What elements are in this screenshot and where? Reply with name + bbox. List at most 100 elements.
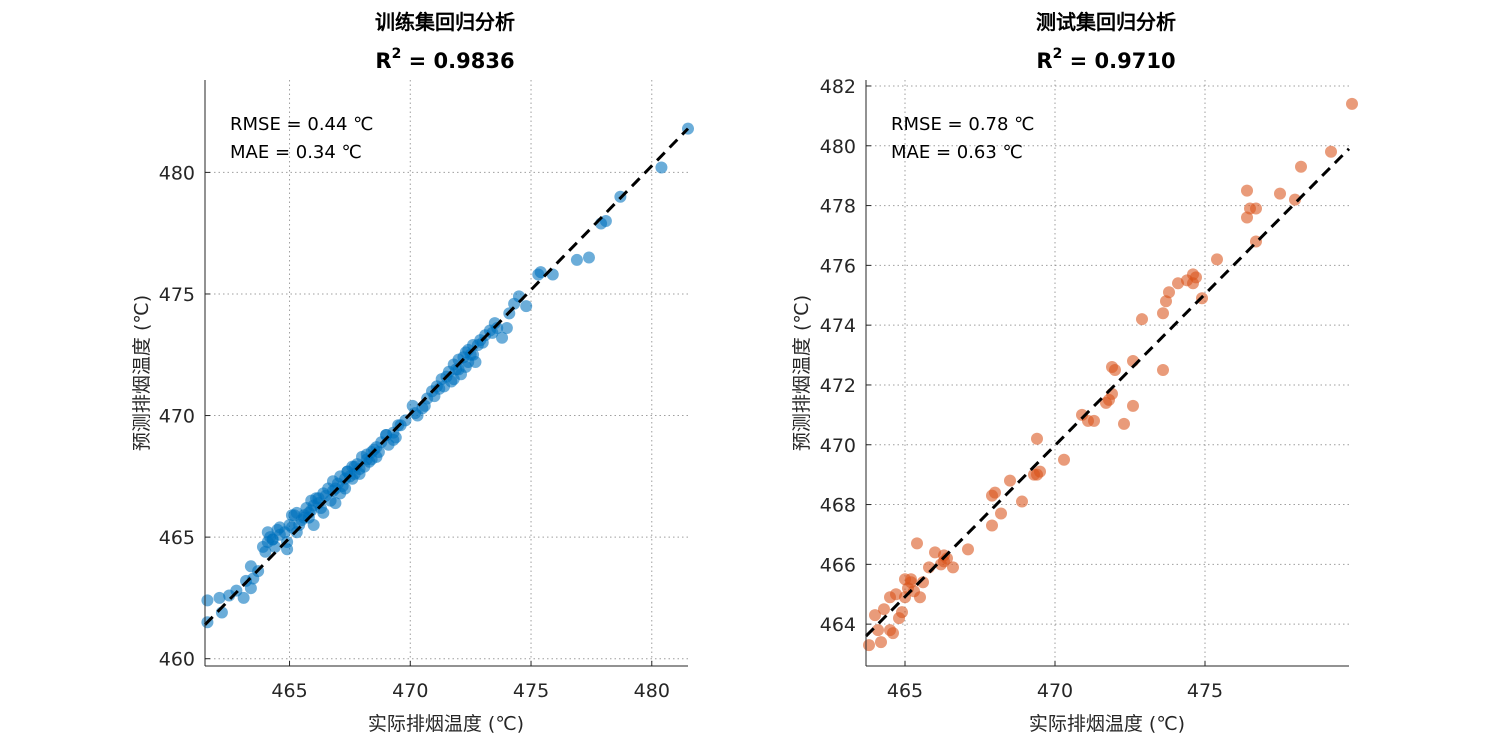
scatter-point <box>500 322 513 335</box>
y-tick-label: 480 <box>820 136 856 158</box>
scatter-point <box>1325 145 1337 158</box>
scatter-point <box>986 519 998 532</box>
training-regression-panel: 训练集回归分析 R2 = 0.9836 465 470 475 480 4604654… <box>131 10 694 735</box>
chart-title: 测试集回归分析 <box>1036 10 1176 34</box>
scatter-point <box>201 594 214 607</box>
scatter-point <box>452 363 465 376</box>
y-ticks: 464 466 468 470 472 474 476 478 480 482 <box>820 76 871 636</box>
x-axis-label: 实际排烟温度 (℃) <box>368 713 524 735</box>
scatter-point <box>341 465 354 478</box>
scatter-point <box>1250 202 1262 215</box>
grid <box>866 80 1349 666</box>
scatter-point <box>1031 432 1043 445</box>
scatter-point <box>962 543 974 556</box>
scatter-point <box>496 331 509 344</box>
scatter-point <box>995 507 1007 520</box>
scatter-point <box>1289 193 1301 206</box>
scatter-point <box>914 591 926 604</box>
x-ticks: 465 470 475 <box>887 661 1223 702</box>
scatter-point <box>1157 364 1169 377</box>
scatter-point <box>655 161 668 174</box>
r-squared-superscript: 2 <box>392 46 402 62</box>
y-tick-label: 470 <box>159 406 195 428</box>
scatter-point <box>878 603 890 616</box>
scatter-point <box>872 624 884 637</box>
x-tick-label: 465 <box>887 680 923 702</box>
scatter-point <box>317 506 330 519</box>
y-tick-label: 480 <box>159 162 195 184</box>
mae-annotation: MAE = 0.63 ℃ <box>891 142 1023 163</box>
x-tick-label: 470 <box>392 680 428 702</box>
r-squared-label: R2 = 0.9836 <box>375 46 514 73</box>
y-axis-label: 预测排烟温度 (℃) <box>131 295 153 451</box>
y-axis-label: 预测排烟温度 (℃) <box>791 295 813 451</box>
scatter-point <box>899 573 911 586</box>
scatter-point <box>869 609 881 622</box>
scatter-point <box>917 576 929 589</box>
scatter-point <box>1274 187 1286 200</box>
y-tick-label: 474 <box>820 315 856 337</box>
x-tick-label: 475 <box>1187 680 1223 702</box>
scatter-point <box>476 336 489 349</box>
scatter-point <box>491 322 504 335</box>
scatter-point <box>986 489 998 502</box>
x-tick-label: 480 <box>634 680 670 702</box>
grid <box>205 80 688 666</box>
scatter-point <box>447 373 460 386</box>
mae-annotation: MAE = 0.34 ℃ <box>230 142 362 163</box>
r-squared-value: = 0.9710 <box>1062 49 1175 73</box>
scatter-point <box>896 606 908 619</box>
scatter-point <box>1136 313 1148 326</box>
scatter-point <box>307 518 320 531</box>
scatter-point <box>312 492 325 505</box>
y-tick-label: 478 <box>820 196 856 218</box>
test-regression-panel: 测试集回归分析 R2 = 0.9710 465 470 475 464 466 468 4… <box>791 10 1358 735</box>
scatter-point <box>582 251 595 264</box>
x-tick-label: 470 <box>1037 680 1073 702</box>
r-squared-prefix: R <box>1036 49 1052 73</box>
scatter-point <box>1172 277 1184 290</box>
scatter-point <box>929 546 941 559</box>
scatter-point <box>244 582 257 595</box>
r-squared-value: = 0.9836 <box>401 49 514 73</box>
y-ticks: 460 465 470 475 480 <box>159 162 210 671</box>
scatter-point <box>281 543 294 556</box>
scatter-point <box>1187 268 1199 281</box>
y-tick-label: 476 <box>820 255 856 277</box>
scatter-point <box>1004 474 1016 487</box>
scatter-point <box>1016 495 1028 508</box>
scatter-point <box>911 537 923 550</box>
scatter-point <box>237 591 250 604</box>
scatter-point <box>285 509 298 522</box>
y-tick-label: 460 <box>159 649 195 671</box>
scatter-point <box>389 431 402 444</box>
scatter-point <box>1088 414 1100 427</box>
scatter-point <box>520 300 533 313</box>
x-ticks: 465 470 475 480 <box>271 661 670 702</box>
scatter-point <box>1346 97 1358 110</box>
y-tick-label: 470 <box>820 435 856 457</box>
x-axis-label: 实际排烟温度 (℃) <box>1029 713 1185 735</box>
reference-line-layer <box>864 147 1351 638</box>
scatter-point <box>273 521 286 534</box>
scatter-point <box>266 533 279 546</box>
r-squared-prefix: R <box>375 49 391 73</box>
y-tick-label: 475 <box>159 284 195 306</box>
scatter-point <box>947 561 959 574</box>
rmse-annotation: RMSE = 0.44 ℃ <box>230 114 373 135</box>
y-tick-label: 466 <box>820 554 856 576</box>
scatter-point <box>213 591 226 604</box>
y-tick-label: 472 <box>820 375 856 397</box>
scatter-point <box>1211 253 1223 266</box>
scatter-point <box>1058 453 1070 466</box>
r-squared-superscript: 2 <box>1053 46 1063 62</box>
reference-line-layer <box>203 127 690 626</box>
scatter-point <box>884 624 896 637</box>
scatter-point <box>1118 417 1130 430</box>
y-tick-label: 468 <box>820 495 856 517</box>
y-tick-label: 464 <box>820 614 856 636</box>
scatter-point <box>1157 307 1169 320</box>
y-tick-label: 465 <box>159 527 195 549</box>
scatter-points <box>863 97 1358 652</box>
scatter-point <box>462 356 475 369</box>
